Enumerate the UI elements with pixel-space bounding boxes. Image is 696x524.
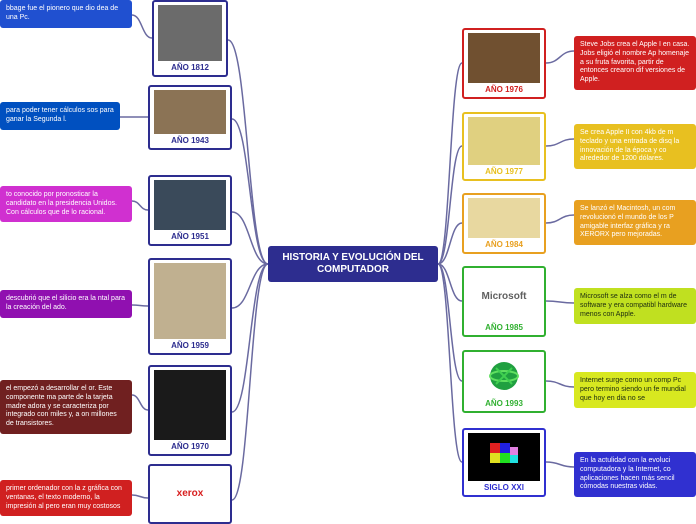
year-image [468, 355, 540, 397]
year-image [154, 180, 226, 230]
year-label: AÑO 1976 [485, 85, 523, 94]
right-desc-node[interactable]: Steve Jobs crea el Apple I en casa. Jobs… [574, 36, 696, 90]
year-image [154, 263, 226, 339]
right-year-node[interactable]: SIGLO XXI [462, 428, 546, 497]
right-desc-node[interactable]: Se lanzó el Macintosh, un com revolucion… [574, 200, 696, 245]
year-image [468, 117, 540, 165]
year-image [468, 198, 540, 238]
right-year-node[interactable]: AÑO 1993 [462, 350, 546, 413]
year-label: AÑO 1943 [171, 136, 209, 145]
year-image [468, 33, 540, 83]
year-image: xerox [154, 469, 226, 517]
right-year-node[interactable]: AÑO 1984 [462, 193, 546, 254]
center-title: HISTORIA Y EVOLUCIÓN DEL COMPUTADOR [278, 252, 428, 277]
year-label: AÑO 1812 [171, 63, 209, 72]
left-desc-node[interactable]: to conocido por pronosticar la candidato… [0, 186, 132, 222]
left-year-node[interactable]: AÑO 1951 [148, 175, 232, 246]
left-desc-node[interactable]: primer ordenador con la z gráfica con ve… [0, 480, 132, 516]
right-desc-node[interactable]: Internet surge como un comp Pc pero term… [574, 372, 696, 408]
left-year-node[interactable]: AÑO 1812 [152, 0, 228, 77]
year-label: AÑO 1985 [485, 323, 523, 332]
right-year-node[interactable]: Microsoft AÑO 1985 [462, 266, 546, 337]
right-year-node[interactable]: AÑO 1976 [462, 28, 546, 99]
left-desc-node[interactable]: bbage fue el pionero que dio dea de una … [0, 0, 132, 28]
year-image [158, 5, 222, 61]
left-desc-node[interactable]: para poder tener cálculos sos para ganar… [0, 102, 120, 130]
left-desc-node[interactable]: el empezó a desarrollar el or. Este comp… [0, 380, 132, 434]
year-image [154, 370, 226, 440]
right-desc-node[interactable]: Se crea Apple II con 4kb de m teclado y … [574, 124, 696, 169]
left-year-node[interactable]: AÑO 1970 [148, 365, 232, 456]
right-desc-node[interactable]: En la actulidad con la evoluci computado… [574, 452, 696, 497]
left-year-node[interactable]: AÑO 1943 [148, 85, 232, 150]
year-label: AÑO 1977 [485, 167, 523, 176]
year-image [468, 433, 540, 481]
center-node[interactable]: HISTORIA Y EVOLUCIÓN DEL COMPUTADOR [268, 246, 438, 282]
year-label: AÑO 1959 [171, 341, 209, 350]
left-year-node[interactable]: xerox [148, 464, 232, 524]
year-label: AÑO 1993 [485, 399, 523, 408]
year-image: Microsoft [468, 271, 540, 321]
right-year-node[interactable]: AÑO 1977 [462, 112, 546, 181]
left-year-node[interactable]: AÑO 1959 [148, 258, 232, 355]
year-label: AÑO 1984 [485, 240, 523, 249]
left-desc-node[interactable]: descubrió que el silicio era la ntal par… [0, 290, 132, 318]
year-label: SIGLO XXI [484, 483, 524, 492]
year-label: AÑO 1951 [171, 232, 209, 241]
year-image [154, 90, 226, 134]
right-desc-node[interactable]: Microsoft se alza como el m de software … [574, 288, 696, 324]
year-label: AÑO 1970 [171, 442, 209, 451]
